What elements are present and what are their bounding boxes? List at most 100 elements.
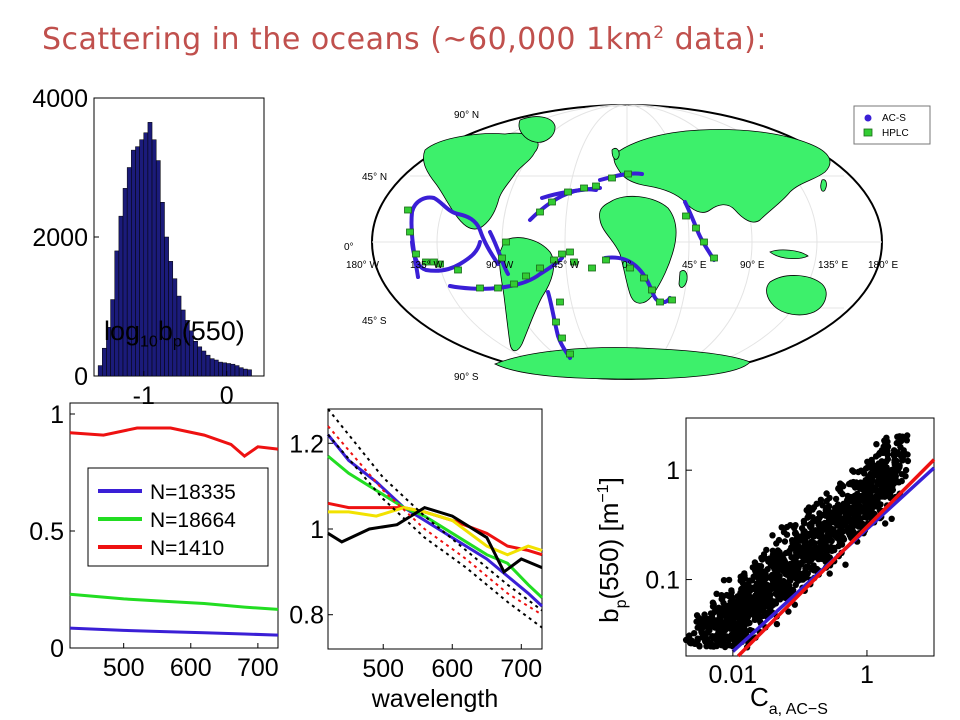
scatter-point [812,543,819,551]
histogram-ytick-label: 4000 [32,85,88,113]
scatter-point [897,452,905,459]
scatter-point [811,567,818,574]
lat-label: 90° S [454,372,479,383]
hplc-station-marker [556,298,564,306]
lon-label: 135° W [410,260,443,271]
scatter-point [756,596,763,604]
scatter-point [802,563,809,571]
scatter-point [711,608,718,616]
scatter-point [866,497,873,505]
scatter-point [890,447,898,454]
scatter-point [884,483,891,490]
spectra-x-ticks: 500 600 700 [362,644,542,683]
scatter-point [815,555,822,563]
hplc-station-marker [436,260,444,268]
scatter-point [688,637,695,644]
histogram-bar [222,362,227,377]
scatter-point [787,522,794,529]
scatter-point [860,486,867,494]
scatter-point [852,498,859,506]
ratio-ytick-label: 0 [50,635,64,663]
scatter-point [793,549,800,556]
scatter-point [726,606,733,613]
africa [599,196,677,304]
ratio-xtick-label: 600 [170,654,212,682]
scatter-point [781,538,789,545]
scatter-point [698,629,706,637]
spectra-xtick-label: 700 [500,655,542,683]
scatter-point [826,570,833,577]
scatter-point [732,609,740,617]
scatter-point [816,524,824,531]
legend-label-green: N=18664 [150,509,236,532]
scatter-point [869,486,876,493]
scatter-point [878,475,885,482]
scatter-point [716,612,724,619]
lat-label: 90° N [454,110,479,121]
scatter-point [727,591,734,599]
spectra-series-line [327,505,543,575]
uk [611,148,620,160]
hplc-station-marker [570,258,578,266]
histogram-y-ticks: 0 2000 4000 [32,85,99,391]
histogram-bar [102,347,107,377]
scatter-point [783,568,791,575]
scatter-point [883,434,890,441]
hplc-station-marker [454,266,462,274]
scatter-chart: 0.11 0.01 1 bp(550) [m−1] Ca, AC−S [594,417,936,718]
scatter-point [746,577,753,584]
scatter-point [760,593,768,600]
hplc-station-marker [592,182,600,190]
scatter-point [839,528,847,535]
hplc-station-marker [624,170,632,178]
scatter-point [754,586,762,593]
scatter-point [779,552,786,559]
hplc-station-marker [682,212,690,220]
hplc-station-marker [602,256,610,264]
scatter-point [805,509,812,517]
scatter-point [709,603,717,610]
hplc-station-marker [536,264,544,272]
hplc-station-marker [498,254,506,262]
hplc-stations [404,170,718,358]
hplc-station-marker [558,250,566,258]
histogram-bar [243,368,248,377]
scatter-point [789,539,796,547]
scatter-point [817,496,825,503]
scatter-point [798,559,805,566]
scatter-point [846,532,854,539]
scatter-point [839,517,846,524]
scatter-axes-box [685,417,935,657]
scatter-point [794,537,801,544]
spectra-series-line [328,506,543,557]
scatter-xtick-label: 1 [860,661,874,689]
scatter-point [694,637,701,644]
hplc-station-marker [522,272,530,280]
scatter-fit-line [736,458,936,658]
scatter-point [799,552,807,560]
scatter-point [693,618,700,625]
hplc-station-marker [668,296,676,304]
histogram-bar [205,354,211,377]
scatter-point [854,507,862,514]
hplc-station-marker [510,280,518,288]
spectra-y-ticks: 0.8 1 1.2 [289,430,333,630]
scatter-point [884,451,891,458]
legend-hplc-label: HPLC [882,128,909,139]
map-labels: 90° N 45° N 0° 45° S 90° S 180° W 135° W… [344,110,898,383]
lat-label: 45° S [362,316,387,327]
scatter-point [823,552,831,559]
scatter-point [774,575,782,582]
scatter-point [875,492,883,499]
histogram-bar [164,236,169,377]
scatter-point [854,522,861,529]
scatter-point [763,611,770,619]
histogram-ytick-label: 2000 [32,224,88,252]
spectra-ytick-label: 1 [310,516,324,544]
scatter-point [834,522,841,529]
madagascar [678,270,688,288]
scatter-point [872,453,880,460]
hplc-station-marker [640,274,648,282]
scatter-point [880,459,887,466]
scatter-point [787,577,794,584]
